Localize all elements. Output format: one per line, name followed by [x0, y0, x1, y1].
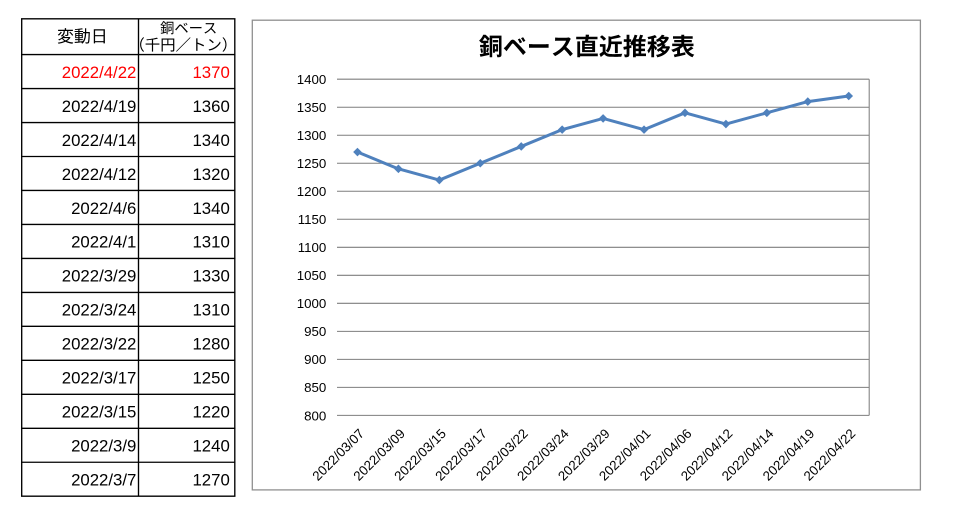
svg-text:2022/3/22: 2022/3/22: [62, 335, 137, 354]
svg-text:1150: 1150: [298, 212, 327, 227]
svg-text:1100: 1100: [298, 240, 327, 255]
svg-text:1300: 1300: [297, 128, 327, 143]
svg-text:800: 800: [304, 408, 326, 423]
svg-text:1350: 1350: [297, 100, 327, 115]
svg-text:1050: 1050: [297, 268, 327, 283]
svg-text:1370: 1370: [192, 63, 229, 82]
svg-text:2022/3/7: 2022/3/7: [71, 471, 136, 490]
svg-text:1340: 1340: [192, 199, 229, 218]
svg-text:950: 950: [304, 324, 326, 339]
svg-text:850: 850: [304, 380, 326, 395]
svg-text:2022/4/12: 2022/4/12: [62, 165, 137, 184]
svg-text:2022/4/22: 2022/4/22: [62, 63, 137, 82]
svg-text:900: 900: [304, 352, 326, 367]
svg-text:2022/3/17: 2022/3/17: [62, 369, 137, 388]
svg-text:1310: 1310: [192, 233, 229, 252]
svg-text:1310: 1310: [192, 301, 229, 320]
svg-text:2022/3/24: 2022/3/24: [62, 301, 137, 320]
svg-text:1200: 1200: [297, 184, 327, 199]
svg-text:1250: 1250: [192, 369, 229, 388]
svg-text:2022/4/6: 2022/4/6: [71, 199, 136, 218]
svg-text:1000: 1000: [297, 296, 327, 311]
svg-text:1340: 1340: [192, 131, 229, 150]
svg-text:1270: 1270: [192, 471, 229, 490]
svg-text:1250: 1250: [297, 156, 327, 171]
svg-text:2022/4/14: 2022/4/14: [62, 131, 137, 150]
svg-text:2022/4/1: 2022/4/1: [71, 233, 136, 252]
svg-text:1400: 1400: [297, 72, 327, 87]
svg-text:2022/3/9: 2022/3/9: [71, 437, 136, 456]
svg-text:1360: 1360: [192, 97, 229, 116]
svg-text:1240: 1240: [192, 437, 229, 456]
svg-text:2022/3/15: 2022/3/15: [62, 403, 137, 422]
svg-text:2022/4/19: 2022/4/19: [62, 97, 137, 116]
svg-text:2022/3/29: 2022/3/29: [62, 267, 137, 286]
svg-text:1320: 1320: [192, 165, 229, 184]
svg-text:1280: 1280: [192, 335, 229, 354]
svg-text:1330: 1330: [192, 267, 229, 286]
svg-text:1220: 1220: [192, 403, 229, 422]
